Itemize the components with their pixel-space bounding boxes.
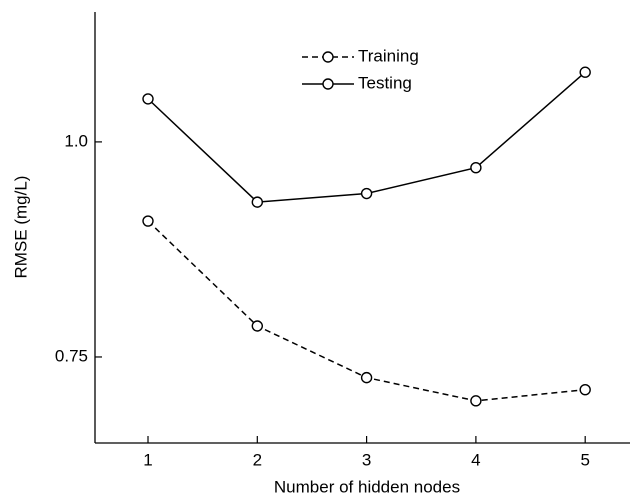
y-axis-label: RMSE (mg/L) — [11, 176, 30, 279]
x-axis-label: Number of hidden nodes — [274, 477, 460, 496]
legend-marker — [322, 51, 334, 63]
point — [470, 162, 482, 174]
point — [251, 196, 264, 208]
x-tick-label: 5 — [580, 450, 589, 469]
x-tick-label: 2 — [253, 450, 262, 469]
point — [360, 187, 373, 200]
point — [360, 371, 373, 384]
point — [470, 395, 482, 407]
legend-label: Training — [358, 46, 419, 65]
x-tick-label: 4 — [471, 450, 480, 469]
legend-marker — [322, 78, 334, 90]
point — [579, 66, 591, 78]
x-tick-label: 1 — [143, 450, 152, 469]
x-tick-label: 3 — [362, 450, 371, 469]
legend-label: Testing — [358, 73, 412, 92]
point — [142, 93, 154, 105]
y-tick-label: 1.0 — [64, 131, 88, 150]
point — [579, 383, 591, 396]
point — [251, 320, 264, 332]
y-tick-label: 0.75 — [55, 346, 88, 365]
point — [142, 215, 154, 227]
